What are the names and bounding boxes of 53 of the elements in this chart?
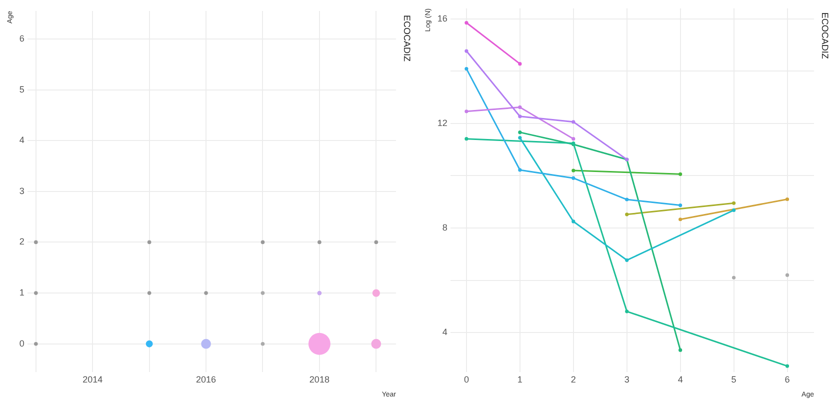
point	[732, 208, 736, 212]
point	[518, 62, 522, 66]
x-tick-label: 2016	[196, 374, 216, 385]
y-tick-label: 4	[442, 327, 448, 338]
point	[785, 273, 790, 277]
y-tick-label: 12	[437, 118, 448, 128]
y-tick-label: 8	[442, 222, 448, 232]
point	[518, 136, 522, 140]
text: ECOCADIZ	[402, 15, 412, 62]
y-tick-label: 0	[19, 338, 24, 348]
x-tick-label: 5	[731, 374, 736, 385]
point	[625, 212, 629, 216]
point	[518, 130, 522, 134]
point	[518, 168, 522, 172]
x-tick-label: 2014	[82, 374, 103, 385]
point	[464, 137, 468, 141]
x-tick-label: 6	[784, 374, 790, 385]
point	[678, 203, 682, 208]
point	[785, 364, 790, 368]
x-tick-label: 0	[464, 374, 469, 385]
y-tick-label: 16	[437, 13, 448, 24]
y-tick-label: 4	[19, 135, 24, 146]
point	[678, 348, 682, 352]
x-tick-label: 1	[517, 374, 522, 385]
point	[678, 218, 682, 222]
y-tick-label: 2	[19, 236, 24, 247]
point	[732, 276, 736, 280]
y-tick-label: 5	[19, 84, 24, 94]
point	[572, 137, 576, 141]
x-tick-label: 2018	[309, 374, 330, 385]
y-tick-label: 1	[19, 288, 24, 298]
text: ECOCADIZ	[820, 12, 830, 60]
point	[518, 105, 522, 110]
point	[464, 66, 468, 71]
point	[625, 310, 629, 314]
x-tick-label: 2	[570, 374, 576, 385]
point	[678, 172, 682, 176]
point	[518, 114, 522, 118]
point	[572, 168, 576, 172]
y-tick-label: 6	[19, 33, 24, 44]
x-tick-label: 4	[678, 374, 683, 385]
point	[572, 220, 576, 224]
point	[572, 176, 576, 180]
point	[785, 197, 790, 202]
point	[625, 198, 629, 202]
point	[732, 201, 736, 205]
point	[464, 49, 468, 53]
point	[572, 120, 576, 124]
point	[625, 258, 629, 262]
y-tick-label: 3	[19, 186, 24, 196]
point	[464, 20, 468, 25]
x-tick-label: 3	[624, 374, 630, 385]
point	[464, 110, 468, 114]
